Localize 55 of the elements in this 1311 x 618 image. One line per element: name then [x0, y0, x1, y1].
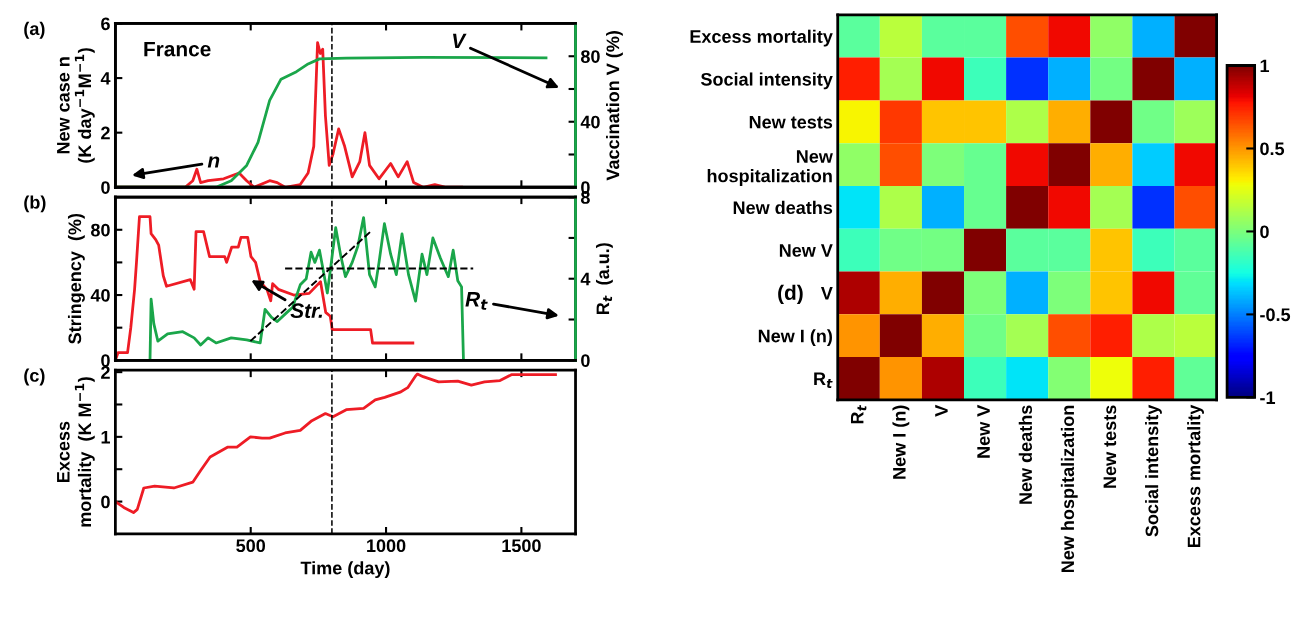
y2-tick-label: 40 [580, 115, 600, 129]
x-tick-label: New tests [1103, 405, 1117, 488]
y-axis-title: Stringency (%) [67, 213, 85, 344]
x-tick-label: New V [977, 404, 990, 458]
color-bar-label: 0.5 [1260, 142, 1285, 156]
text: (c) [24, 368, 45, 386]
y-axis-title: Excess mortality (K M$^{−1}$) [57, 377, 95, 527]
y-tick-label: Social intensity [700, 72, 833, 90]
x-tick-label: New hospitalization [1060, 405, 1078, 573]
x-tick-label: V [935, 404, 948, 417]
y-tick-label: 1 [101, 430, 110, 444]
x-tick-label: R$_{t}$ [850, 404, 867, 424]
x-axis-title: Time (day) [300, 561, 390, 579]
y2-axis-title: Vaccination V (%) [606, 31, 623, 181]
text: (d) [778, 284, 803, 305]
x-tick-label: 500 [236, 539, 266, 553]
x-tick-label: New I (n) [892, 405, 910, 479]
y-tick-label: 2 [101, 366, 110, 379]
y-tick-label: 0 [101, 354, 110, 368]
color-bar-label: -1 [1260, 391, 1276, 404]
annotation: V [453, 33, 467, 49]
y-tick-label: 0 [101, 181, 110, 194]
x-tick-label: 1000 [367, 539, 406, 553]
annotation: n [207, 156, 220, 168]
annotation: R$_{t}$ [465, 292, 488, 310]
y-tick-label: Excess mortality [690, 29, 833, 47]
y-tick-label: 6 [101, 17, 110, 31]
y-tick-label: 4 [100, 72, 111, 85]
y-tick-label: New deaths [733, 200, 833, 215]
y2-tick-label: 80 [580, 50, 600, 63]
y2-tick-label: 0 [581, 354, 590, 368]
annotation: Str. [290, 303, 323, 319]
y-axis-title: New case n (K day$^{−1}$M$^{−1}$) [57, 48, 95, 163]
y-tick-label: 2 [101, 126, 110, 140]
y-tick-label: New V [779, 244, 833, 257]
text: (a) [24, 21, 45, 39]
y-tick-label: New hospitalization [707, 150, 833, 186]
color-bar-label: -0.5 [1260, 308, 1291, 322]
text: (b) [24, 195, 46, 213]
y-tick-label: 0 [101, 495, 110, 509]
color-bar-label: 0 [1260, 225, 1269, 239]
y2-axis-title: R$_{t}$ (a.u.) [595, 243, 613, 314]
y-tick-label: New tests [749, 115, 833, 129]
y-tick-label: V [820, 287, 833, 300]
y-tick-label: 80 [91, 223, 110, 237]
y-tick-label: R$_{t}$ [814, 372, 833, 388]
annotation: France [144, 41, 211, 57]
y2-tick-label: 4 [580, 272, 591, 286]
x-tick-label: Social intensity [1145, 404, 1162, 537]
color-bar-label: 1 [1260, 59, 1270, 73]
x-tick-label: Excess mortality [1187, 404, 1204, 548]
y-tick-label: New I (n) [758, 329, 832, 346]
x-tick-label: New deaths [1018, 405, 1033, 504]
y-tick-label: 40 [90, 288, 110, 302]
x-tick-label: 1500 [502, 539, 541, 553]
